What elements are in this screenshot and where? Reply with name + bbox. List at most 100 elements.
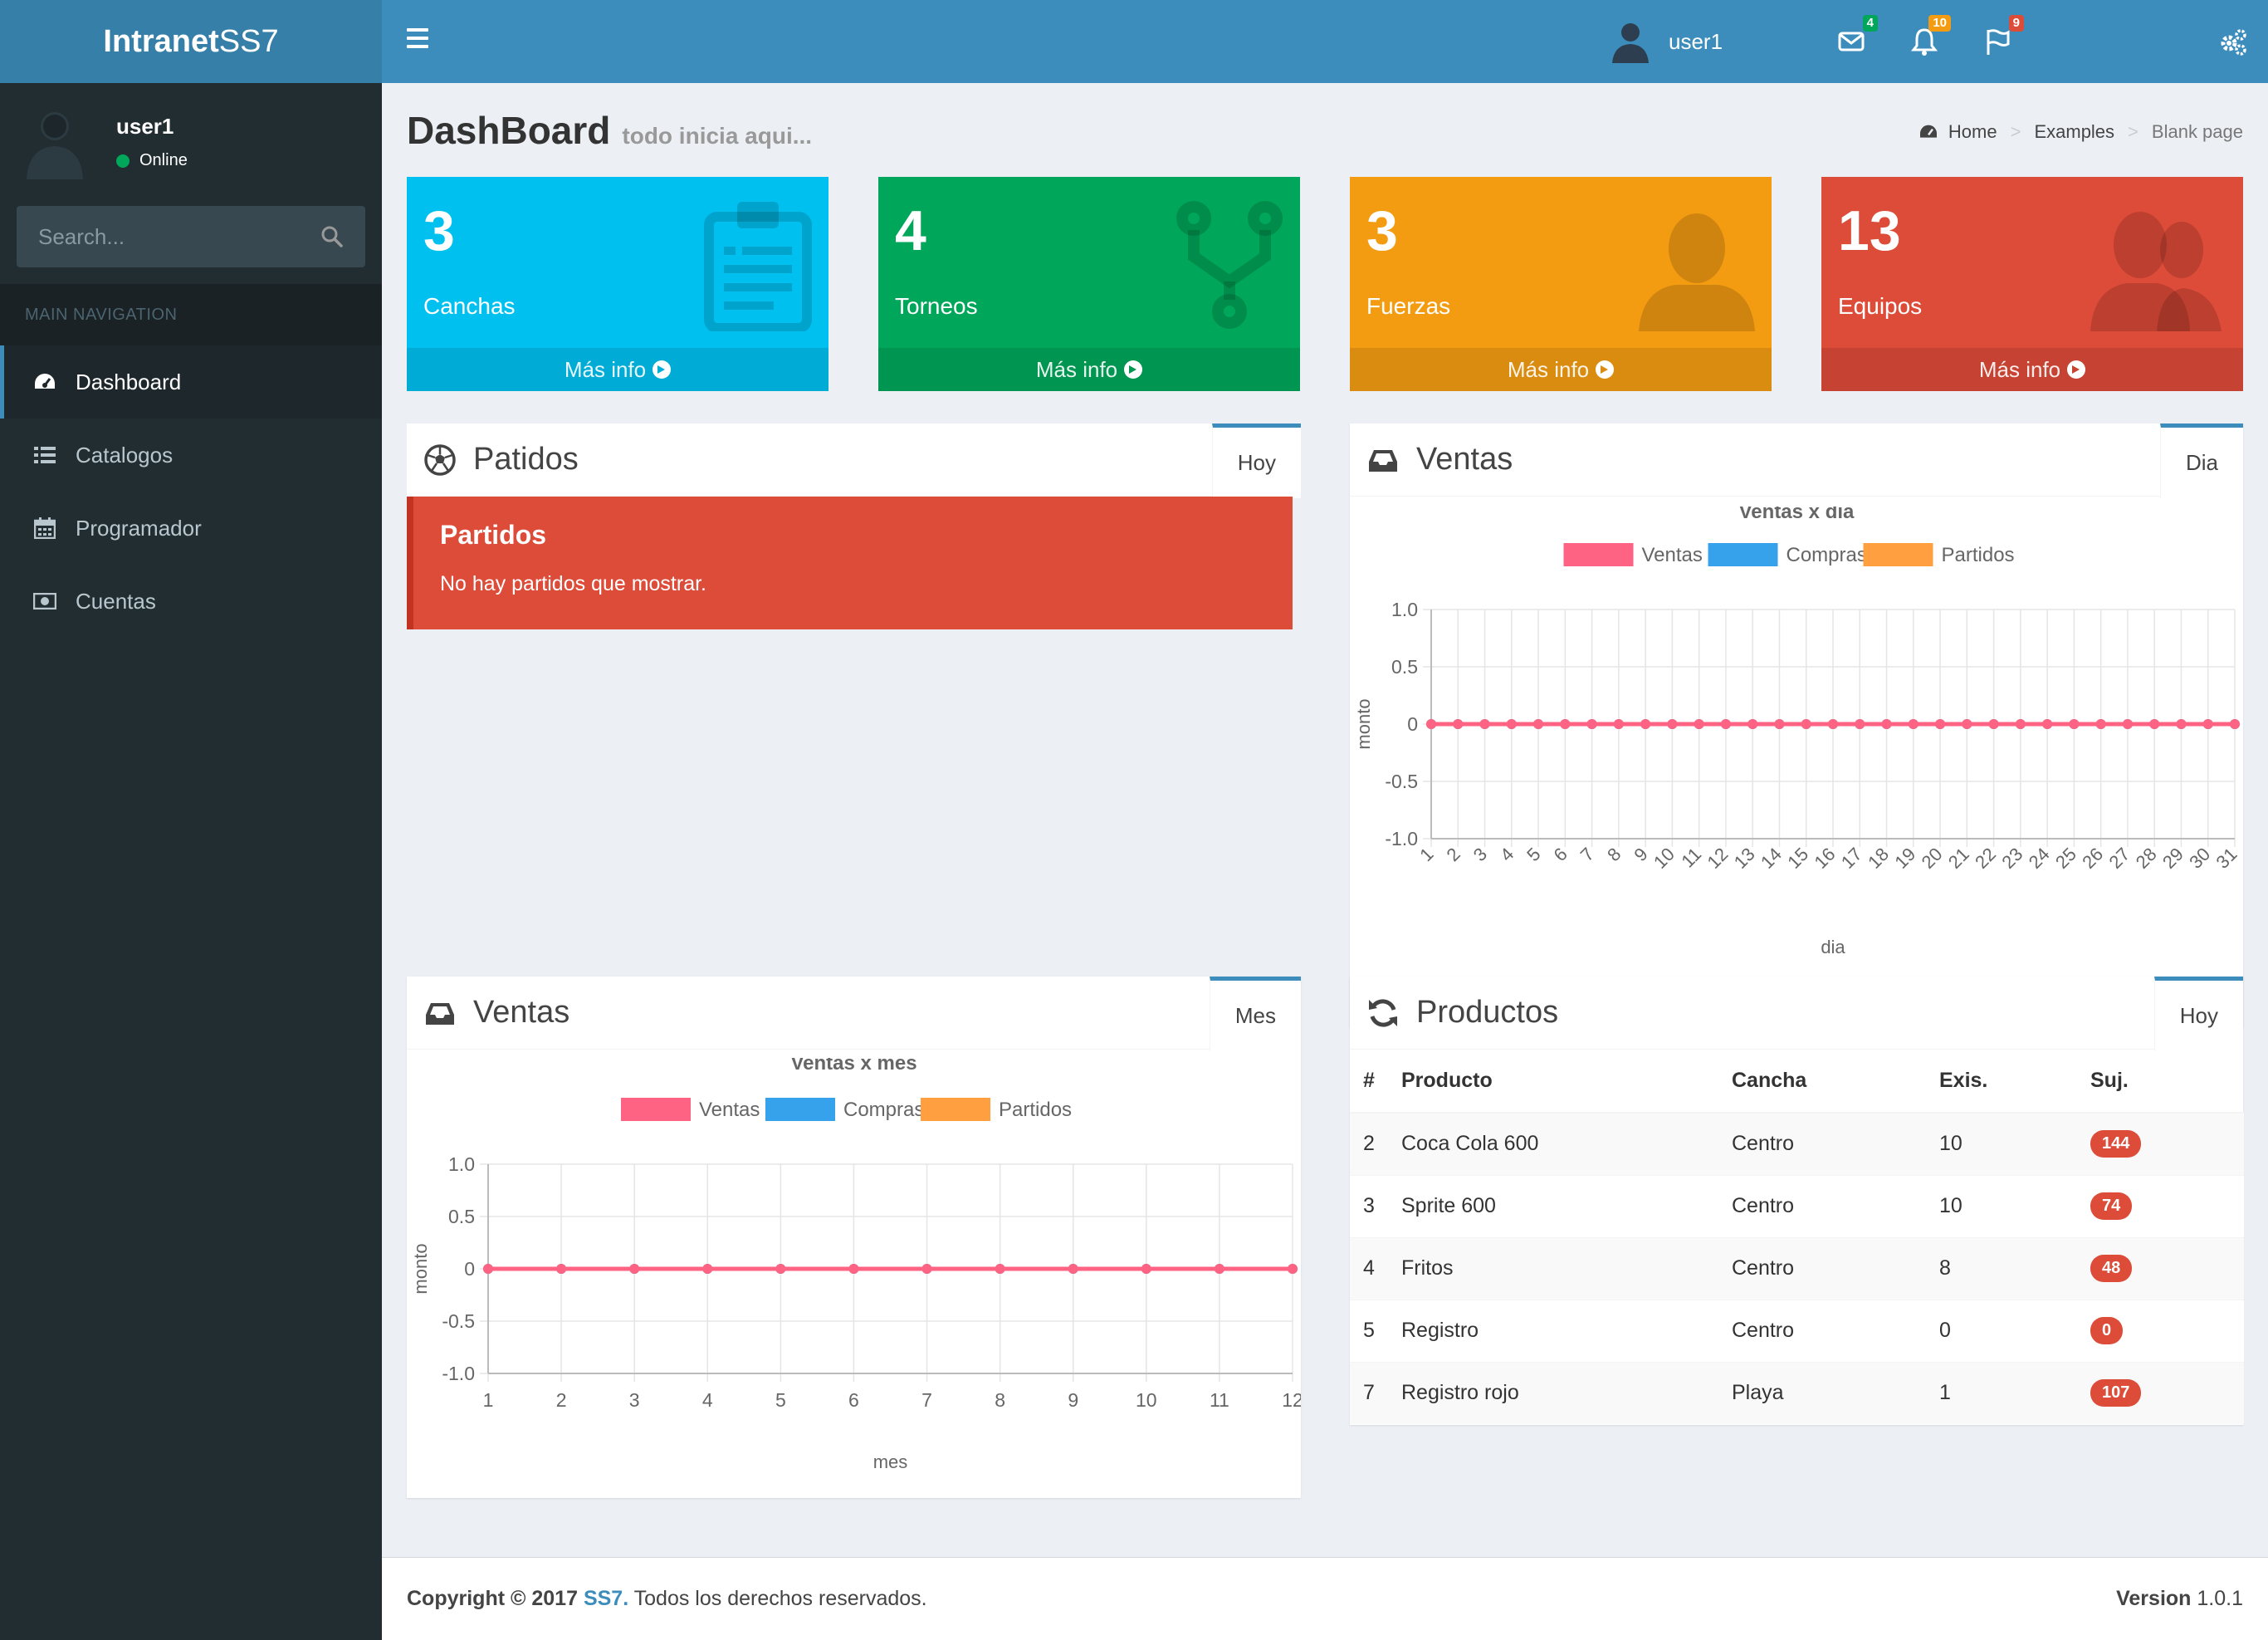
chart-title: Ventas x día — [1739, 507, 1855, 523]
productos-table-body: 2 Coca Cola 600 Centro 10 144 3 Sprite 600 Cent… — [1350, 1112, 2244, 1424]
x-tick-label: 3 — [1469, 844, 1491, 865]
breadcrumb-home[interactable]: Home — [1948, 121, 1997, 142]
data-point — [1774, 719, 1785, 729]
x-tick-label: 12 — [1282, 1389, 1301, 1411]
settings-button[interactable] — [2217, 25, 2250, 58]
x-tick-label: 4 — [1496, 844, 1518, 865]
messages-button[interactable]: 4 — [1835, 15, 1878, 58]
more-info-link[interactable]: Más info — [1350, 348, 1772, 391]
x-tick-label: 2 — [1442, 844, 1464, 865]
tasks-badge: 9 — [2008, 15, 2024, 32]
x-tick-label: 27 — [2104, 844, 2134, 873]
sidebar-item-cuentas[interactable]: Cuentas — [0, 565, 382, 638]
more-info-label: Más info — [564, 356, 647, 382]
data-point — [2015, 719, 2026, 729]
more-info-link[interactable]: Más info — [1821, 348, 2243, 391]
inbox-icon — [426, 1002, 454, 1025]
table-header-row: # Producto Cancha Exis. Suj. — [1350, 1050, 2244, 1114]
x-tick-label: 25 — [2051, 844, 2080, 873]
tab-hoy[interactable]: Hoy — [1211, 423, 1301, 498]
x-tick-label: 23 — [1997, 844, 2026, 873]
sidebar-toggle-icon[interactable] — [407, 28, 428, 53]
y-tick-label: -1.0 — [1385, 828, 1418, 849]
dashboard-icon — [32, 370, 57, 394]
footer-brand-link[interactable]: SS7. — [583, 1587, 629, 1610]
tab-mes[interactable]: Mes — [1209, 977, 1301, 1051]
messages-badge: 4 — [1862, 15, 1878, 32]
x-tick-label: 6 — [848, 1389, 859, 1411]
column-header: Cancha — [1718, 1050, 1926, 1114]
more-info-label: Más info — [1035, 356, 1118, 382]
x-tick-label: 17 — [1837, 844, 1866, 873]
x-tick-label: 20 — [1918, 844, 1947, 873]
data-point — [2230, 719, 2240, 729]
table-cell: Registro — [1388, 1299, 1718, 1362]
data-point — [1828, 719, 1838, 729]
x-tick-label: 10 — [1136, 1389, 1157, 1411]
data-point — [1935, 719, 1946, 729]
user-menu[interactable]: user1 — [1229, 20, 1723, 63]
x-tick-label: 7 — [921, 1389, 932, 1411]
x-tick-label: 13 — [1730, 844, 1759, 873]
logo-light: SS7 — [218, 23, 279, 59]
data-point — [2149, 719, 2160, 729]
x-tick-label: 28 — [2132, 844, 2161, 873]
tab-dia[interactable]: Dia — [2159, 423, 2243, 498]
y-tick-label: 0.5 — [448, 1206, 475, 1227]
table-cell: 48 — [2077, 1236, 2244, 1300]
x-tick-label: 11 — [1677, 844, 1705, 872]
table-row: 7 Registro rojo Playa 1 107 — [1350, 1361, 2244, 1424]
tasks-button[interactable]: 9 — [1981, 15, 2024, 58]
sidebar-item-dashboard[interactable]: Dashboard — [0, 345, 382, 419]
tab-hoy[interactable]: Hoy — [2153, 977, 2243, 1051]
user-status: Online — [116, 151, 188, 170]
table-cell: 1 — [1926, 1361, 2077, 1424]
data-point — [1881, 719, 1892, 729]
stat-number: 3 — [1366, 199, 1398, 262]
table-cell: Coca Cola 600 — [1388, 1112, 1718, 1175]
data-point — [1533, 719, 1544, 729]
x-tick-label: 1 — [483, 1389, 494, 1411]
stat-number: 13 — [1838, 199, 1901, 262]
table-cell: Centro — [1718, 1112, 1926, 1175]
search-icon[interactable] — [320, 225, 344, 248]
x-tick-label: 8 — [1603, 844, 1625, 865]
sidebar-item-catalogos[interactable]: Catalogos — [0, 419, 382, 492]
table-cell: 2 — [1350, 1112, 1388, 1175]
legend-swatch — [1563, 543, 1634, 566]
stat-label: Torneos — [895, 293, 978, 319]
sidebar-item-label: Cuentas — [76, 588, 156, 614]
x-tick-label: 30 — [2185, 844, 2214, 873]
users-icon — [2090, 212, 2222, 331]
legend-swatch — [1708, 543, 1778, 566]
legend-label: Compras — [1787, 544, 1867, 566]
x-tick-label: 1 — [1415, 844, 1437, 865]
user-icon — [1639, 213, 1755, 331]
y-tick-label: 1.0 — [1391, 599, 1418, 620]
table-cell: 8 — [1926, 1236, 2077, 1300]
table-cell: Sprite 600 — [1388, 1174, 1718, 1237]
x-tick-label: 22 — [1971, 844, 2000, 873]
code-fork-icon — [1176, 201, 1283, 329]
more-info-link[interactable]: Más info — [878, 348, 1300, 391]
data-point — [2176, 719, 2187, 729]
table-row: 2 Coca Cola 600 Centro 10 144 — [1350, 1112, 2244, 1175]
x-tick-label: 24 — [2025, 844, 2054, 873]
x-tick-label: 7 — [1576, 844, 1598, 865]
notifications-button[interactable]: 10 — [1908, 15, 1951, 58]
x-tick-label: 5 — [1523, 844, 1544, 865]
x-tick-label: 10 — [1650, 844, 1679, 873]
table-cell: 10 — [1926, 1174, 2077, 1237]
app-logo[interactable]: Intranet SS7 — [0, 0, 382, 83]
arrow-circle-right-icon — [2067, 360, 2086, 379]
envelope-icon — [1838, 32, 1865, 51]
table-row: 3 Sprite 600 Centro 10 74 — [1350, 1174, 2244, 1237]
more-info-link[interactable]: Más info — [407, 348, 829, 391]
search-input[interactable] — [38, 223, 287, 250]
sidebar-item-programador[interactable]: Programador — [0, 492, 382, 565]
sidebar-item-label: Catalogos — [76, 442, 174, 468]
gears-icon — [2221, 29, 2246, 56]
breadcrumb-examples[interactable]: Examples — [2034, 121, 2115, 142]
calendar-icon — [32, 516, 57, 541]
